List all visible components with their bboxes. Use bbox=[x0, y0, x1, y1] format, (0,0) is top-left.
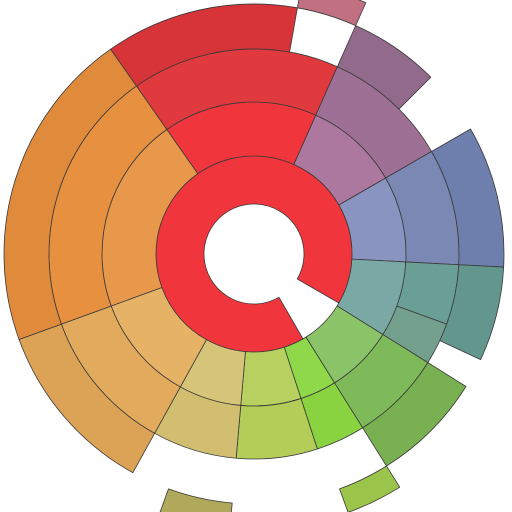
sunburst-outer-segment-1[interactable] bbox=[297, 0, 367, 27]
sunburst-outer-segment-4[interactable] bbox=[439, 264, 505, 361]
sunburst-outer-segment-7[interactable] bbox=[159, 488, 233, 512]
sunburst-segment-ring1-0[interactable] bbox=[155, 155, 353, 353]
sunburst-segments bbox=[3, 0, 505, 512]
sunburst-outer-segment-6[interactable] bbox=[339, 465, 401, 512]
sunburst-outer-segment-2[interactable] bbox=[336, 25, 432, 110]
sunburst-outer-segment-5[interactable] bbox=[362, 362, 467, 467]
sunburst-outer-segment-0[interactable] bbox=[110, 3, 298, 87]
sunburst-outer-segment-9[interactable] bbox=[3, 48, 137, 340]
